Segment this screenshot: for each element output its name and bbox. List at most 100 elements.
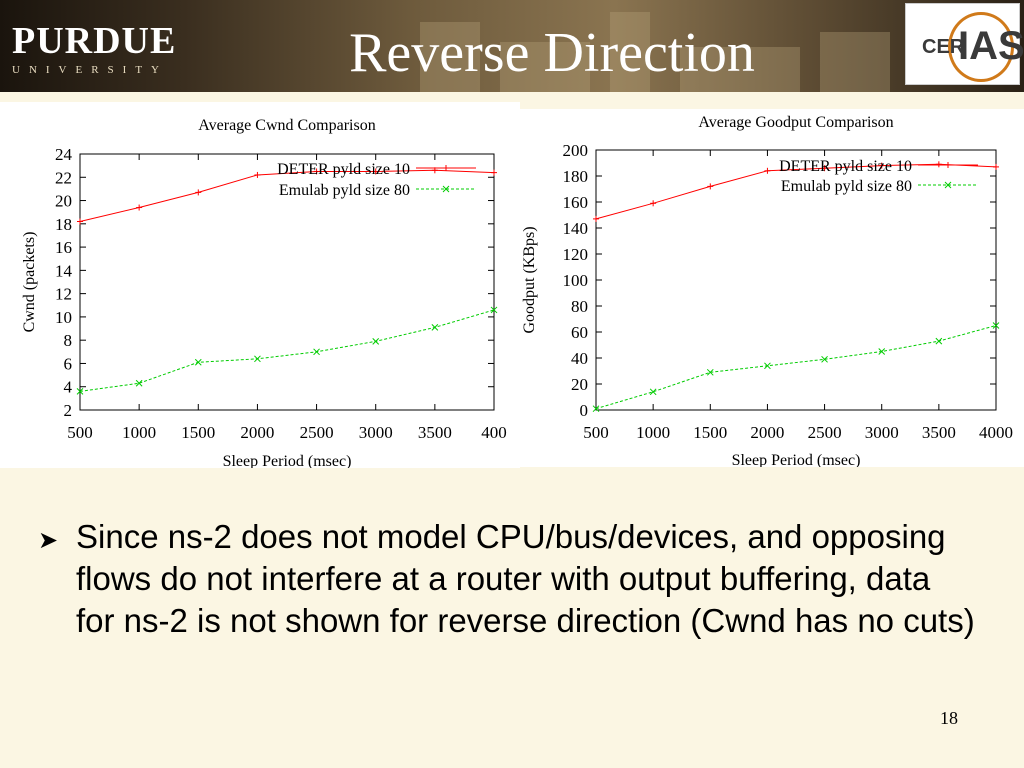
x-tick-label: 1000	[636, 423, 670, 442]
marker-x-b	[649, 388, 657, 396]
legend-label-emulab: Emulab pyld size 80	[781, 178, 912, 195]
data-point-emulab	[135, 379, 143, 387]
series-line-deter	[79, 169, 495, 222]
x-tick-label: 3500	[922, 423, 956, 442]
y-tick-label: 18	[55, 215, 72, 234]
x-axis-label: Sleep Period (msec)	[732, 452, 861, 467]
cerias-logo-left: CER	[922, 36, 965, 58]
data-point-deter	[935, 161, 942, 168]
cerias-logo-right: IAS	[958, 24, 1024, 68]
cwnd-chart: Average Cwnd Comparison Sleep Period (mse…	[21, 117, 507, 470]
series-line-emulab	[79, 309, 495, 392]
legend-label-emulab: Emulab pyld size 80	[279, 182, 410, 199]
y-tick-label: 14	[55, 261, 73, 280]
y-tick-label: 10	[55, 308, 72, 327]
marker-x-b	[490, 306, 498, 314]
arrow-bullet-icon: ➤	[38, 527, 59, 554]
marker-x-b	[135, 379, 143, 387]
page-number: 18	[940, 708, 958, 728]
logo-ring-icon	[948, 12, 1014, 82]
legend-marker-emulab	[944, 181, 952, 189]
data-point-deter	[491, 169, 497, 176]
goodput-chart-panel: Average Goodput Comparison Sleep Period (…	[520, 109, 1024, 469]
y-tick-label: 160	[563, 193, 589, 212]
data-point-emulab	[313, 348, 320, 356]
data-point-deter	[372, 168, 379, 175]
y-tick-label: 140	[563, 219, 589, 238]
y-axis-label: Cwnd (packets)	[21, 232, 38, 333]
data-point-emulab	[490, 306, 498, 314]
data-point-deter	[593, 215, 599, 222]
chart-title: Average Goodput Comparison	[698, 114, 893, 131]
x-tick-label: 2000	[240, 423, 274, 442]
data-point-emulab	[649, 388, 657, 396]
marker-x-b	[194, 358, 202, 366]
purdue-logo: PURDUE UNIVERSITY	[12, 22, 176, 76]
data-point-deter	[878, 162, 885, 169]
y-tick-label: 180	[563, 167, 589, 186]
y-axis-label: Goodput (KBps)	[521, 226, 538, 333]
y-tick-label: 20	[55, 192, 72, 211]
x-tick-label: 3000	[359, 423, 393, 442]
y-tick-label: 2	[64, 401, 73, 420]
x-tick-label: 3500	[418, 423, 452, 442]
marker-x-b	[431, 324, 439, 331]
marker-x-b	[878, 348, 886, 355]
data-point-emulab	[935, 337, 943, 345]
x-tick-label: 2500	[808, 423, 842, 442]
data-point-emulab	[706, 368, 714, 376]
marker-x-b	[592, 405, 600, 413]
legend-marker-emulab	[442, 185, 450, 193]
slide-title: Reverse Direction	[349, 22, 755, 84]
data-point-emulab	[764, 362, 771, 370]
y-tick-label: 60	[571, 323, 588, 342]
data-point-deter	[821, 165, 828, 172]
x-tick-label: 4000	[979, 423, 1013, 442]
data-point-deter	[707, 183, 714, 190]
y-tick-label: 0	[580, 401, 589, 420]
marker-x-b	[706, 368, 714, 376]
y-tick-label: 120	[563, 245, 589, 264]
bullet-text: Since ns-2 does not model CPU/bus/device…	[76, 518, 975, 639]
data-point-emulab	[821, 355, 828, 363]
x-tick-label: 1000	[122, 423, 156, 442]
y-tick-label: 12	[55, 285, 72, 304]
y-tick-label: 24	[55, 145, 73, 164]
data-point-emulab	[992, 322, 1000, 329]
cwnd-chart-panel: Average Cwnd Comparison Sleep Period (mse…	[0, 102, 520, 470]
x-tick-label: 1500	[693, 423, 727, 442]
data-point-deter	[195, 189, 202, 196]
marker-x-b	[992, 322, 1000, 329]
marker-x-b	[821, 355, 828, 363]
marker-x-b	[254, 355, 261, 363]
y-tick-label: 200	[563, 141, 589, 160]
chart-title: Average Cwnd Comparison	[198, 117, 375, 134]
y-tick-label: 20	[571, 375, 588, 394]
x-tick-label: 500	[583, 423, 609, 442]
logo-name: PURDUE	[12, 20, 177, 62]
y-tick-label: 80	[571, 297, 588, 316]
x-tick-label: 3000	[865, 423, 899, 442]
x-tick-label: 2000	[750, 423, 784, 442]
y-tick-label: 22	[55, 168, 72, 187]
x-tick-label: 2500	[300, 423, 334, 442]
marker-x-b	[935, 337, 943, 345]
data-point-deter	[136, 204, 143, 211]
legend-label-deter: DETER pyld size 10	[277, 161, 410, 178]
marker-x-b	[76, 388, 84, 395]
data-point-emulab	[592, 405, 600, 413]
y-tick-label: 16	[55, 238, 72, 257]
data-point-emulab	[431, 324, 439, 331]
marker-x-b	[313, 348, 320, 356]
cerias-logo: CER IAS	[905, 3, 1024, 85]
data-point-deter	[764, 167, 771, 174]
plot-frame	[79, 153, 495, 411]
x-axis-label: Sleep Period (msec)	[223, 453, 352, 468]
series-line-emulab	[595, 325, 997, 410]
x-tick-label: 500	[67, 423, 93, 442]
data-point-deter	[254, 171, 261, 178]
marker-x-b	[764, 362, 771, 370]
y-tick-label: 100	[563, 271, 589, 290]
y-tick-label: 8	[64, 331, 73, 350]
data-point-deter	[313, 168, 320, 175]
